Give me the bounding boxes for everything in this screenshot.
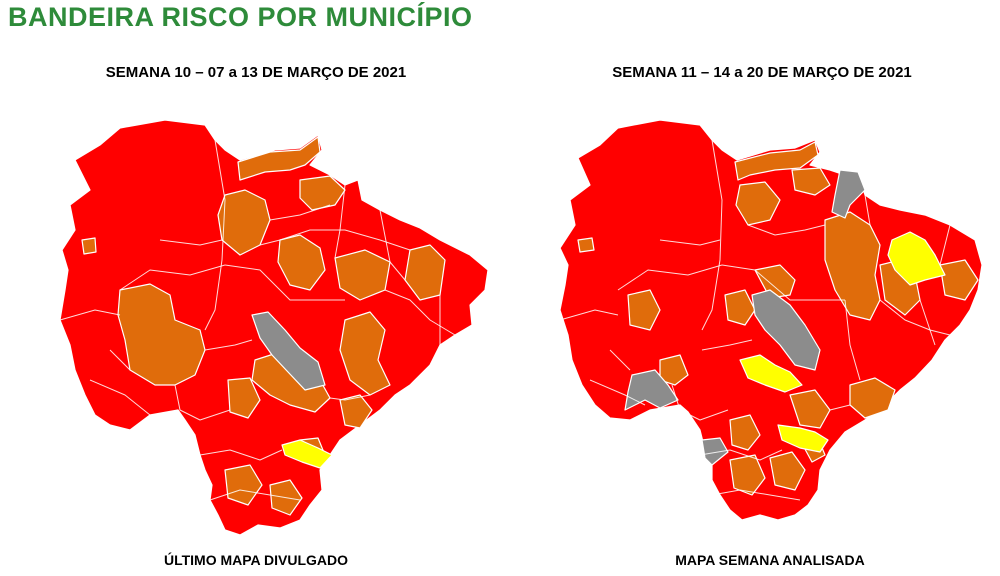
region-yellow xyxy=(739,354,803,393)
region-yellow xyxy=(777,424,829,453)
region-orange xyxy=(117,283,206,386)
region-orange xyxy=(627,289,661,331)
region-orange xyxy=(227,377,261,419)
region-gray xyxy=(251,311,326,391)
region-orange xyxy=(734,141,819,181)
map-right xyxy=(559,119,983,521)
region-orange xyxy=(339,394,373,429)
region-orange xyxy=(729,454,766,496)
region-orange xyxy=(735,181,781,226)
region-orange xyxy=(577,237,595,253)
page-title: BANDEIRA RISCO POR MUNICÍPIO xyxy=(8,2,473,32)
region-gray xyxy=(831,169,866,219)
region-yellow xyxy=(281,439,333,469)
map-right-title: SEMANA 11 – 14 a 20 DE MARÇO DE 2021 xyxy=(612,64,912,81)
region-gray xyxy=(701,437,729,466)
region-orange xyxy=(81,237,97,255)
region-orange xyxy=(299,175,346,211)
region-orange xyxy=(729,414,761,451)
map-right-caption: MAPA SEMANA ANALISADA xyxy=(675,552,865,568)
map-left xyxy=(59,119,489,536)
region-orange xyxy=(277,234,326,291)
region-orange xyxy=(791,167,831,196)
region-gray xyxy=(751,289,821,371)
region-gray xyxy=(624,369,679,411)
map-left-title: SEMANA 10 – 07 a 13 DE MARÇO DE 2021 xyxy=(105,64,407,81)
region-orange xyxy=(339,311,391,396)
region-orange xyxy=(939,259,979,301)
map-left-caption: ÚLTIMO MAPA DIVULGADO xyxy=(163,552,349,568)
region-orange xyxy=(789,389,831,429)
region-orange xyxy=(237,136,321,181)
region-orange xyxy=(769,451,806,491)
region-yellow xyxy=(887,231,946,286)
region-orange xyxy=(224,464,263,506)
region-orange xyxy=(724,289,756,326)
